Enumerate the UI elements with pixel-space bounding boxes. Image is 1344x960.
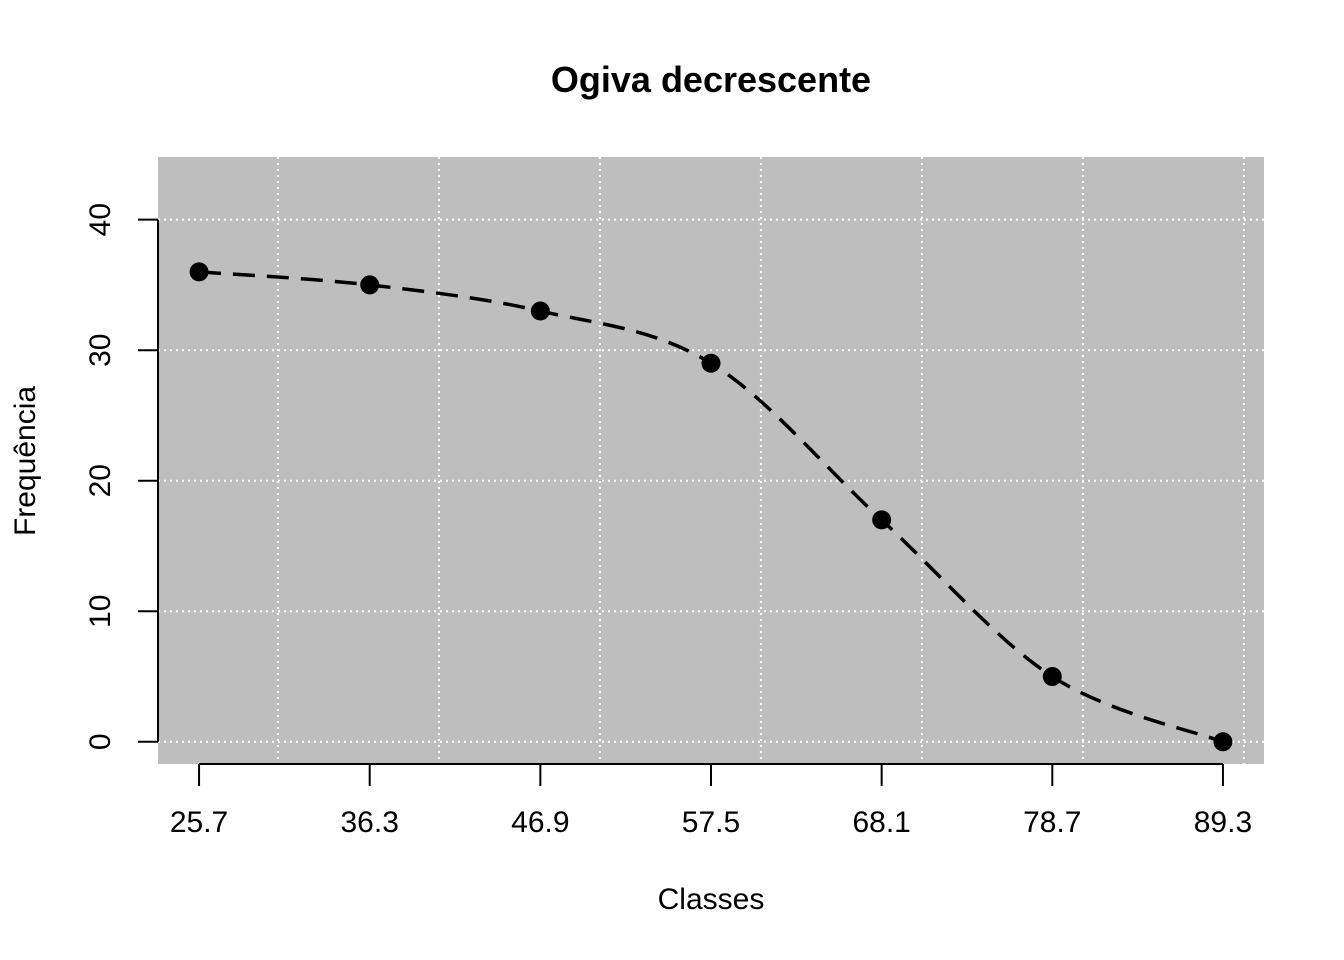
chart-title: Ogiva decrescente: [551, 59, 871, 100]
plot-panel: [158, 157, 1264, 764]
data-point: [360, 275, 380, 295]
y-tick-label: 10: [84, 595, 117, 628]
data-point: [530, 301, 550, 321]
y-tick-label: 20: [84, 464, 117, 497]
data-point: [1213, 732, 1233, 752]
x-tick-label: 46.9: [511, 806, 569, 839]
x-tick-label: 25.7: [170, 806, 228, 839]
y-tick-label: 30: [84, 334, 117, 367]
x-tick-label: 57.5: [682, 806, 740, 839]
x-axis-title: Classes: [658, 883, 765, 916]
data-point: [872, 510, 892, 530]
data-point: [189, 262, 209, 282]
data-points: [189, 262, 1233, 752]
data-point: [1042, 667, 1062, 687]
x-tick-label: 36.3: [341, 806, 399, 839]
axes: 25.7 36.3 46.9 57.5 68.1 78.7 89.3 0 10 20 30 40: [84, 203, 1252, 839]
x-tick-label: 78.7: [1023, 806, 1081, 839]
data-point: [701, 353, 721, 373]
x-tick-label: 89.3: [1194, 806, 1252, 839]
x-tick-label: 68.1: [852, 806, 910, 839]
y-tick-label: 40: [84, 203, 117, 236]
y-tick-label: 0: [84, 733, 117, 750]
grid-lines: [158, 157, 1264, 764]
y-axis-title: Frequência: [9, 386, 42, 536]
